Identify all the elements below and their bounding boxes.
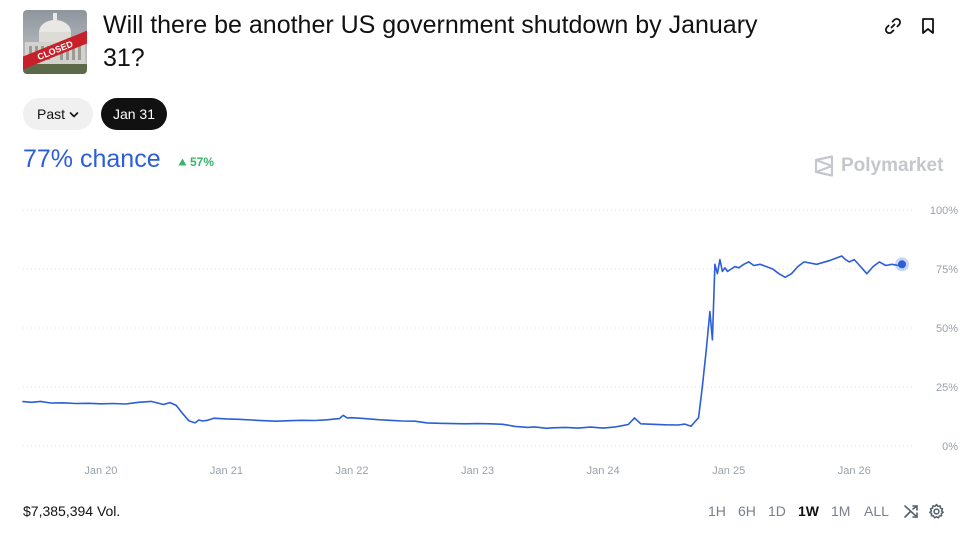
settings-gear-icon[interactable]	[928, 503, 945, 520]
y-tick-label: 25%	[936, 382, 958, 394]
series-line	[22, 255, 903, 430]
y-tick-label: 100%	[930, 205, 958, 217]
past-dates-label: Past	[36, 106, 65, 122]
x-tick-label: Jan 25	[712, 465, 745, 477]
chevron-down-icon	[69, 106, 79, 122]
x-tick-label: Jan 21	[210, 465, 243, 477]
range-1m[interactable]: 1M	[831, 503, 851, 519]
chance-value: 77% chance	[23, 145, 161, 173]
change-badge: 57%	[178, 155, 214, 169]
range-all[interactable]: ALL	[864, 503, 889, 519]
polymarket-icon	[814, 155, 834, 177]
market-title: Will there be another US government shut…	[103, 11, 758, 72]
date-pill-selected[interactable]: Jan 31	[101, 98, 167, 130]
brand-name: Polymarket	[841, 155, 944, 176]
link-icon[interactable]	[883, 16, 903, 36]
date-pill-label: Jan 31	[112, 106, 156, 122]
past-dates-dropdown[interactable]: Past	[23, 98, 93, 130]
bookmark-icon[interactable]	[918, 16, 938, 36]
x-tick-label: Jan 22	[335, 465, 368, 477]
market-thumbnail: CLOSED	[23, 10, 87, 74]
range-1h[interactable]: 1H	[708, 503, 726, 519]
x-tick-label: Jan 20	[84, 465, 117, 477]
volume-label: $7,385,394 Vol.	[23, 503, 121, 519]
y-tick-label: 50%	[936, 323, 958, 335]
change-value: 57%	[190, 155, 215, 169]
x-tick-label: Jan 23	[461, 465, 494, 477]
x-tick-label: Jan 24	[587, 465, 620, 477]
up-triangle-icon	[178, 158, 187, 166]
x-tick-label: Jan 26	[838, 465, 871, 477]
y-tick-label: 75%	[936, 264, 958, 276]
range-1w[interactable]: 1W	[798, 503, 819, 519]
y-tick-label: 0%	[942, 441, 958, 453]
range-6h[interactable]: 6H	[738, 503, 756, 519]
polymarket-logo: Polymarket	[814, 155, 943, 177]
range-1d[interactable]: 1D	[768, 503, 786, 519]
price-chart[interactable]: 100% 75% 50% 25% 0% Jan 20 Jan 21 Jan 22 Jan 23 J…	[0, 195, 966, 485]
last-point	[898, 260, 906, 269]
time-range-selector[interactable]: 1H 6H 1D 1W 1M ALL	[708, 503, 894, 519]
shuffle-icon[interactable]	[903, 503, 920, 520]
